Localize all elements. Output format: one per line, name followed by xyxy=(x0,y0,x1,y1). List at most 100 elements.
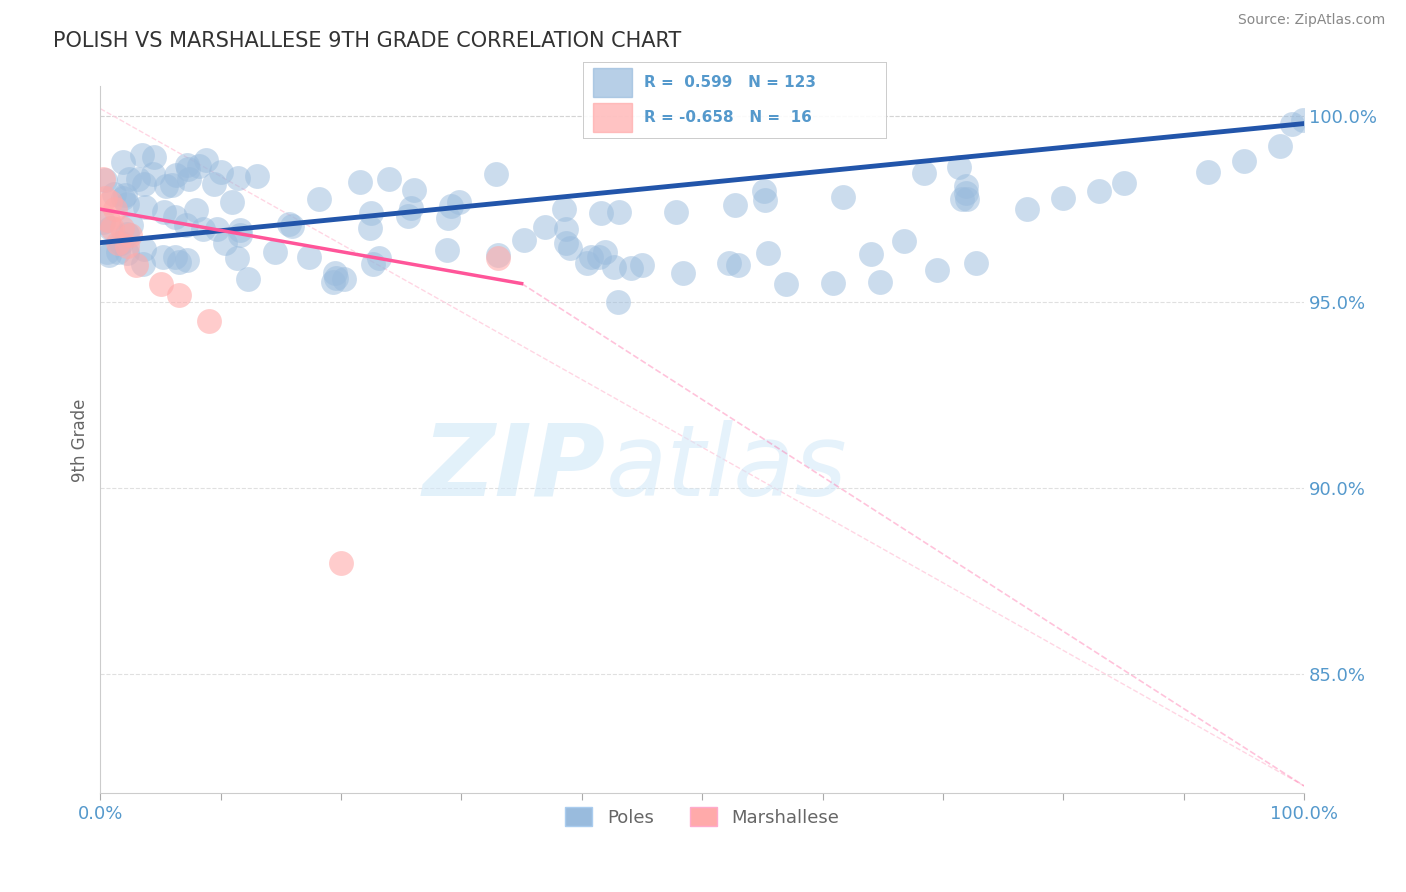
Point xyxy=(115,239,138,253)
Point xyxy=(155,179,177,194)
Point xyxy=(579,250,602,264)
Point xyxy=(404,183,426,197)
Point xyxy=(115,246,138,260)
Point xyxy=(513,234,536,248)
Point xyxy=(226,251,249,265)
Point xyxy=(607,295,630,310)
Point xyxy=(1017,202,1039,216)
Point xyxy=(167,287,190,301)
Point xyxy=(927,263,949,277)
Text: atlas: atlas xyxy=(606,419,848,516)
Point xyxy=(134,242,156,256)
Point xyxy=(631,258,654,272)
Point xyxy=(149,277,172,291)
Point xyxy=(221,195,243,210)
Point xyxy=(104,202,127,216)
Point xyxy=(114,188,136,202)
Point xyxy=(869,276,891,290)
Point xyxy=(554,222,576,236)
Point xyxy=(333,272,356,286)
Legend: Poles, Marshallese: Poles, Marshallese xyxy=(558,800,846,834)
FancyBboxPatch shape xyxy=(592,103,631,132)
Point xyxy=(912,166,935,180)
Point xyxy=(91,172,114,186)
Point xyxy=(169,255,191,269)
Point xyxy=(447,195,470,210)
Point xyxy=(97,248,120,262)
Point xyxy=(308,192,330,206)
Point xyxy=(142,167,165,181)
Point xyxy=(859,247,882,261)
Text: Source: ZipAtlas.com: Source: ZipAtlas.com xyxy=(1237,13,1385,28)
Y-axis label: 9th Grade: 9th Grade xyxy=(72,398,89,482)
Point xyxy=(191,221,214,235)
Point xyxy=(97,213,120,227)
Point xyxy=(277,217,299,231)
Point xyxy=(1233,153,1256,168)
Point xyxy=(226,171,249,186)
Point xyxy=(775,277,797,291)
Point xyxy=(177,161,200,176)
Text: ZIP: ZIP xyxy=(423,419,606,516)
Point xyxy=(111,155,134,169)
Point xyxy=(440,199,463,213)
Point xyxy=(955,179,977,194)
Point xyxy=(160,178,183,193)
Point xyxy=(127,172,149,186)
Point xyxy=(91,214,114,228)
Point xyxy=(325,270,347,285)
Point xyxy=(209,165,232,179)
Point xyxy=(956,192,979,206)
Point xyxy=(188,159,211,173)
Point xyxy=(229,227,252,242)
Point xyxy=(107,244,129,259)
Point xyxy=(718,255,741,269)
Point xyxy=(205,221,228,235)
Point xyxy=(202,177,225,191)
Point xyxy=(163,250,186,264)
Point xyxy=(589,206,612,220)
Point xyxy=(330,556,353,570)
Point xyxy=(486,251,509,265)
Point xyxy=(361,257,384,271)
Point xyxy=(349,175,371,189)
Point xyxy=(103,186,125,201)
Point xyxy=(1197,165,1219,179)
Point xyxy=(96,245,118,260)
Point xyxy=(165,169,187,183)
Point xyxy=(111,191,134,205)
Point xyxy=(101,220,124,235)
Point xyxy=(360,206,382,220)
Point xyxy=(94,191,117,205)
Point xyxy=(134,177,156,191)
Point xyxy=(298,250,321,264)
Point xyxy=(110,235,132,250)
Point xyxy=(143,150,166,164)
Point xyxy=(264,245,287,260)
Point xyxy=(134,200,156,214)
Point xyxy=(727,258,749,272)
Point xyxy=(98,221,121,235)
Point xyxy=(672,266,695,280)
Point xyxy=(236,272,259,286)
Point xyxy=(756,245,779,260)
Point xyxy=(823,276,845,290)
Point xyxy=(1281,117,1303,131)
Point xyxy=(1112,176,1135,190)
Point xyxy=(94,173,117,187)
Point xyxy=(588,250,610,264)
Point xyxy=(120,218,142,232)
Point xyxy=(595,244,617,259)
Point xyxy=(214,236,236,251)
Point xyxy=(754,193,776,207)
Point xyxy=(553,202,575,216)
Point xyxy=(153,205,176,219)
Text: R =  0.599   N = 123: R = 0.599 N = 123 xyxy=(644,76,815,90)
Point xyxy=(724,197,747,211)
Point xyxy=(195,153,218,167)
Point xyxy=(965,255,987,269)
Point xyxy=(665,205,688,219)
Point xyxy=(436,211,458,225)
Point xyxy=(176,158,198,172)
Point xyxy=(125,258,148,272)
